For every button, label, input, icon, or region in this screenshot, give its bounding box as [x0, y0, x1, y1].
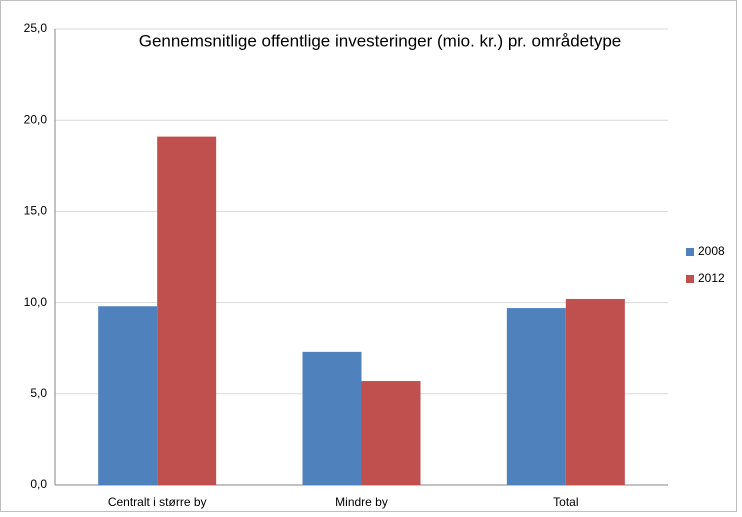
x-tick-label: Centralt i større by [108, 495, 207, 509]
bar [565, 298, 625, 485]
y-tick-label: 25,0 [24, 21, 48, 35]
x-tick-label: Total [553, 495, 578, 509]
legend-swatch [686, 248, 694, 256]
y-tick-label: 10,0 [24, 295, 48, 309]
legend-swatch [686, 275, 694, 283]
bar [361, 381, 421, 485]
y-tick-label: 20,0 [24, 112, 48, 126]
bar [157, 136, 217, 485]
bar [506, 308, 566, 485]
bar [98, 306, 158, 485]
y-tick-label: 15,0 [24, 204, 48, 218]
y-tick-label: 5,0 [30, 386, 47, 400]
x-tick-label: Mindre by [335, 495, 388, 509]
y-tick-label: 0,0 [30, 477, 47, 491]
bar [302, 351, 362, 485]
chart-title: Gennemsnitlige offentlige investeringer … [139, 31, 622, 50]
legend-label: 2008 [698, 244, 725, 258]
legend-label: 2012 [698, 271, 725, 285]
